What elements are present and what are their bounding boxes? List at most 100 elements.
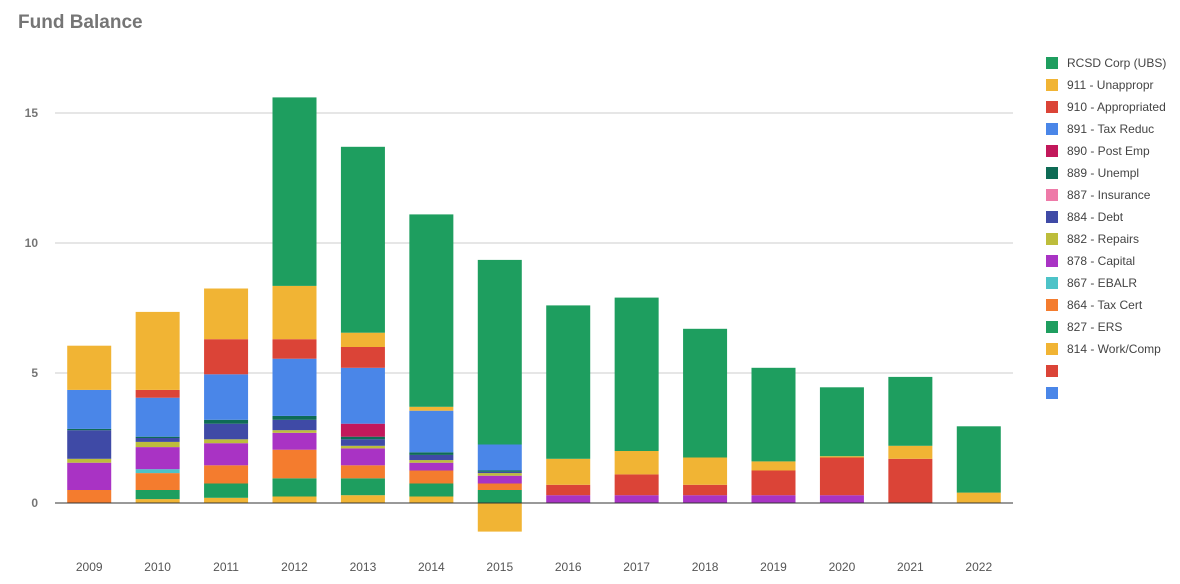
chart-title: Fund Balance [18, 12, 143, 33]
bar-segment-889-unempl-2014 [409, 452, 454, 455]
bar-stack-2020 [819, 387, 864, 503]
legend-item[interactable]: 910 - Appropriated [1046, 96, 1166, 118]
bar-segment-814-work-comp-2015 [477, 503, 522, 532]
legend-item[interactable]: 867 - EBALR [1046, 272, 1166, 294]
bar-segment-864-tax-cert-2010 [135, 473, 180, 490]
bar-segment-878-capital-2019 [751, 495, 796, 503]
x-tick-label: 2020 [829, 560, 856, 574]
bar-segment-890-post-emp-2013 [340, 423, 385, 437]
bar-segment-910-appropriated-2020 [819, 457, 864, 496]
bar-segment-910-appropriated-2017 [614, 474, 659, 496]
bar-segment-891-tax-reduc-2011 [204, 374, 249, 420]
y-tick-label: 10 [25, 236, 39, 250]
bar-segment-882-repairs-2012 [272, 430, 317, 433]
legend-item[interactable]: 890 - Post Emp [1046, 140, 1166, 162]
x-tick-label: 2009 [76, 560, 103, 574]
bar-segment-884-debt-2010 [135, 438, 180, 442]
bar-segment-814-work-comp-2013 [340, 495, 385, 503]
bar-segment-910-appropriated-2016 [546, 484, 591, 496]
bar-stack-2011 [204, 288, 249, 503]
bar-segment-910-appropriated-2010 [135, 389, 180, 398]
bar-segment-882-repairs-2013 [340, 445, 385, 449]
bar-segment-911-unappropr-2010 [135, 311, 180, 390]
bar-segment-827-ers-2014 [409, 483, 454, 497]
y-tick-label: 5 [31, 366, 38, 380]
legend-label: 864 - Tax Cert [1067, 298, 1143, 312]
legend-item[interactable]: 887 - Insurance [1046, 184, 1166, 206]
legend-label: 884 - Debt [1067, 210, 1124, 224]
x-tick-label: 2017 [623, 560, 650, 574]
x-tick-label: 2010 [144, 560, 171, 574]
bar-segment-911-unappropr-2019 [751, 461, 796, 471]
bar-segment-910-appropriated-2019 [751, 470, 796, 496]
bar-segment-864-tax-cert-2015 [477, 483, 522, 490]
legend-item[interactable]: 814 - Work/Comp [1046, 338, 1166, 360]
bar-stack-2012 [272, 97, 317, 503]
legend-label: 878 - Capital [1067, 254, 1136, 268]
bar-stack-2018 [683, 328, 728, 503]
bar-stack-2016 [546, 305, 591, 503]
bar-segment-889-unempl-2010 [135, 436, 180, 438]
legend-swatch [1046, 145, 1058, 157]
legend-swatch [1046, 211, 1058, 223]
bar-segment-878-capital-2020 [819, 495, 864, 503]
legend-label: 910 - Appropriated [1067, 100, 1166, 114]
legend-swatch [1046, 365, 1058, 377]
bar-stack-2015 [477, 259, 522, 532]
legend-item[interactable]: RCSD Corp (UBS) [1046, 52, 1166, 74]
bar-segment-rcsd-corp-ubs-2014 [409, 214, 454, 407]
x-tick-label: 2015 [486, 560, 513, 574]
legend-item[interactable]: 884 - Debt [1046, 206, 1166, 228]
bar-segment-891-tax-reduc-2015 [477, 444, 522, 471]
bar-segment-911-unappropr-2022 [956, 492, 1001, 503]
legend-item[interactable]: 891 - Tax Reduc [1046, 118, 1166, 140]
legend-swatch [1046, 79, 1058, 91]
bar-stack-2013 [340, 146, 385, 503]
bar-segment-864-tax-cert-2009 [67, 490, 112, 503]
bar-segment-891-tax-reduc-2010 [135, 397, 180, 437]
legend-label: 891 - Tax Reduc [1067, 122, 1155, 136]
bar-segment-884-debt-2013 [340, 439, 385, 446]
legend-item[interactable]: 889 - Unempl [1046, 162, 1166, 184]
bar-segment-rcsd-corp-ubs-2020 [819, 387, 864, 457]
legend-item[interactable]: 827 - ERS [1046, 316, 1166, 338]
legend-label: 867 - EBALR [1067, 276, 1138, 290]
legend-item[interactable]: 911 - Unappropr [1046, 74, 1166, 96]
bar-segment-827-ers-2010 [135, 490, 180, 500]
bar-segment-864-tax-cert-2012 [272, 449, 317, 479]
bar-segment-878-capital-2016 [546, 495, 591, 503]
legend-item[interactable]: 878 - Capital [1046, 250, 1166, 272]
bar-segment-911-unappropr-2013 [340, 332, 385, 347]
bar-segment-864-tax-cert-2014 [409, 470, 454, 484]
bar-segment-889-unempl-2013 [340, 436, 385, 440]
bar-segment-827-ers-2011 [204, 483, 249, 498]
legend-swatch [1046, 57, 1058, 69]
bar-segment-911-unappropr-2014 [409, 406, 454, 411]
legend-item[interactable] [1046, 360, 1166, 382]
legend-item[interactable] [1046, 382, 1166, 404]
legend-item[interactable]: 864 - Tax Cert [1046, 294, 1166, 316]
legend-label: 890 - Post Emp [1067, 144, 1150, 158]
bar-stack-2019 [751, 367, 796, 503]
gridlines [55, 112, 1013, 374]
bar-segment-891-tax-reduc-2009 [67, 389, 112, 429]
bar-stack-2021 [888, 376, 933, 503]
bar-segment-rcsd-corp-ubs-2018 [683, 328, 728, 458]
legend-swatch [1046, 321, 1058, 333]
bar-segment-911-unappropr-2021 [888, 445, 933, 459]
bar-segment-910-appropriated-2012 [272, 339, 317, 359]
bar-segment-867-ebalr-2010 [135, 469, 180, 474]
x-tick-label: 2011 [213, 560, 239, 574]
bar-segment-rcsd-corp-ubs-2021 [888, 376, 933, 446]
bar-segment-910-appropriated-2021 [888, 458, 933, 503]
bar-segment-rcsd-corp-ubs-2017 [614, 297, 659, 451]
bar-segment-891-tax-reduc-2014 [409, 410, 454, 453]
bar-segment-827-ers-2015 [477, 490, 522, 503]
bar-segment-rcsd-corp-ubs-2015 [477, 259, 522, 445]
legend-swatch [1046, 123, 1058, 135]
bar-segment-911-unappropr-2009 [67, 345, 112, 390]
x-tick-label: 2016 [555, 560, 582, 574]
legend-item[interactable]: 882 - Repairs [1046, 228, 1166, 250]
bar-segment-910-appropriated-2011 [204, 339, 249, 375]
bar-segment-911-unappropr-2012 [272, 285, 317, 340]
